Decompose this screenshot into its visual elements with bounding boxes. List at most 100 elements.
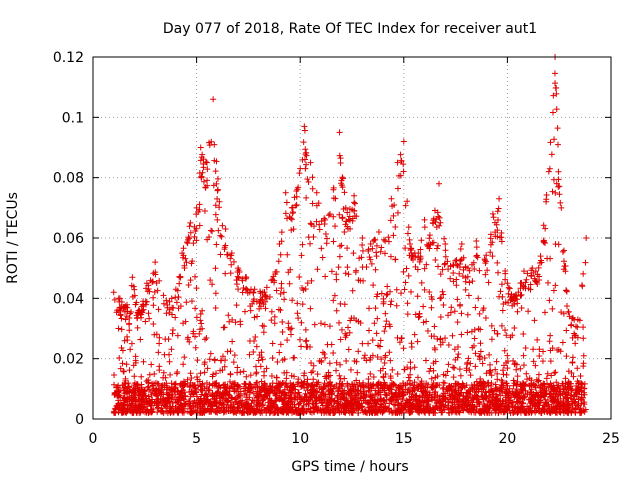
data-point xyxy=(321,397,328,404)
data-point xyxy=(303,337,310,344)
data-point xyxy=(415,314,422,321)
data-point xyxy=(477,379,484,386)
data-point xyxy=(198,154,205,161)
data-point xyxy=(465,355,472,362)
data-point xyxy=(301,127,308,134)
data-point xyxy=(247,372,254,379)
data-point xyxy=(180,396,187,403)
data-point xyxy=(338,242,345,249)
data-point xyxy=(414,293,421,300)
x-tick-label: 0 xyxy=(89,431,98,447)
data-point xyxy=(253,343,260,350)
data-point xyxy=(239,409,246,416)
data-point xyxy=(387,301,394,308)
data-point xyxy=(453,409,460,416)
data-point xyxy=(466,367,473,374)
data-point xyxy=(111,381,118,388)
data-point xyxy=(282,391,289,398)
data-point xyxy=(511,324,518,331)
data-point xyxy=(328,268,335,275)
data-point xyxy=(517,382,524,389)
data-point xyxy=(229,316,236,323)
y-axis: 0 0.02 0.04 0.06 0.08 0.1 0.12 xyxy=(53,50,611,428)
data-point xyxy=(253,298,260,305)
data-point xyxy=(383,318,390,325)
data-point xyxy=(569,334,576,341)
data-point xyxy=(557,385,564,392)
data-point xyxy=(454,380,461,387)
data-point xyxy=(353,213,360,220)
data-point xyxy=(352,269,359,276)
data-point xyxy=(325,369,332,376)
data-point xyxy=(352,386,359,393)
data-point xyxy=(487,361,494,368)
data-point xyxy=(217,392,224,399)
data-point xyxy=(464,273,471,280)
data-point xyxy=(549,188,556,195)
data-point xyxy=(265,405,272,412)
data-point xyxy=(451,365,458,372)
data-point xyxy=(233,409,240,416)
data-point xyxy=(320,409,327,416)
data-point xyxy=(237,388,244,395)
data-point xyxy=(440,384,447,391)
data-point xyxy=(179,254,186,261)
data-point xyxy=(543,375,550,382)
data-point xyxy=(145,286,152,293)
data-point xyxy=(153,392,160,399)
data-point xyxy=(556,183,563,190)
data-point xyxy=(123,313,130,320)
data-point xyxy=(484,405,491,412)
data-point xyxy=(265,385,272,392)
data-point xyxy=(335,264,342,271)
data-point xyxy=(330,238,337,245)
data-point xyxy=(118,315,125,322)
data-point xyxy=(240,368,247,375)
data-point xyxy=(382,404,389,411)
data-point xyxy=(213,158,220,165)
data-point xyxy=(138,311,145,318)
data-point xyxy=(441,235,448,242)
x-tick-label: 25 xyxy=(602,431,620,447)
data-point xyxy=(414,338,421,345)
data-point xyxy=(464,361,471,368)
data-point xyxy=(450,364,457,371)
data-point xyxy=(450,269,457,276)
data-point xyxy=(357,319,364,326)
data-point xyxy=(381,379,388,386)
data-point xyxy=(406,252,413,259)
data-point xyxy=(282,380,289,387)
data-point xyxy=(213,241,220,248)
data-point xyxy=(442,241,449,248)
data-point xyxy=(345,346,352,353)
data-point xyxy=(322,216,329,223)
data-point xyxy=(225,312,232,319)
data-point xyxy=(549,408,556,415)
data-point xyxy=(389,203,396,210)
data-point xyxy=(344,264,351,271)
data-point xyxy=(442,260,449,267)
data-point xyxy=(166,405,173,412)
data-point xyxy=(409,401,416,408)
data-point xyxy=(513,386,520,393)
data-point xyxy=(268,402,275,409)
data-point xyxy=(158,382,165,389)
data-point xyxy=(522,344,529,351)
data-point xyxy=(393,286,400,293)
data-point xyxy=(503,389,510,396)
data-point xyxy=(546,165,553,172)
data-point xyxy=(207,350,214,357)
data-point xyxy=(261,368,268,375)
data-point xyxy=(333,307,340,314)
data-point xyxy=(214,216,221,223)
data-point xyxy=(453,282,460,289)
data-point xyxy=(182,392,189,399)
data-point xyxy=(491,219,498,226)
data-point xyxy=(370,381,377,388)
data-point xyxy=(119,382,126,389)
data-point xyxy=(544,403,551,410)
data-point xyxy=(457,372,464,379)
data-point xyxy=(189,258,196,265)
data-point xyxy=(485,279,492,286)
data-point xyxy=(307,159,314,166)
